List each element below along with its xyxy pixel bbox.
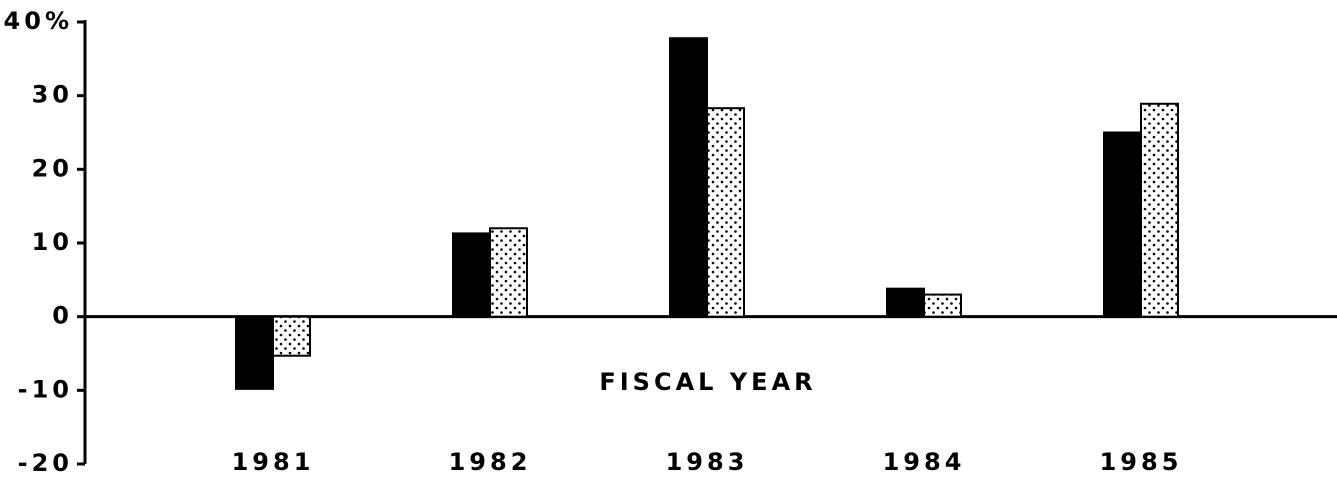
x-axis-label: FISCAL YEAR	[599, 368, 816, 396]
bar	[1103, 131, 1142, 318]
x-tick-label: 1985	[1100, 448, 1183, 476]
y-tick-label: 40%	[4, 7, 73, 35]
y-tick-label: 30	[32, 81, 73, 109]
bar	[669, 37, 708, 318]
x-tick-label: 1983	[666, 448, 749, 476]
bar	[272, 315, 311, 357]
bar	[489, 227, 528, 318]
bar	[923, 293, 962, 318]
bar	[886, 287, 925, 318]
y-tick-label: -20	[18, 449, 73, 477]
bar	[706, 107, 745, 318]
y-tick-label: 0	[52, 302, 73, 330]
x-tick-label: 1981	[232, 448, 315, 476]
x-tick-label: 1982	[449, 448, 532, 476]
y-tick-label: -10	[18, 375, 73, 403]
bar	[452, 232, 491, 318]
x-tick-label: 1984	[883, 448, 966, 476]
y-tick-label: 20	[32, 154, 73, 182]
bar	[1140, 102, 1179, 318]
y-tick-label: 10	[32, 228, 73, 256]
bar	[235, 315, 274, 390]
